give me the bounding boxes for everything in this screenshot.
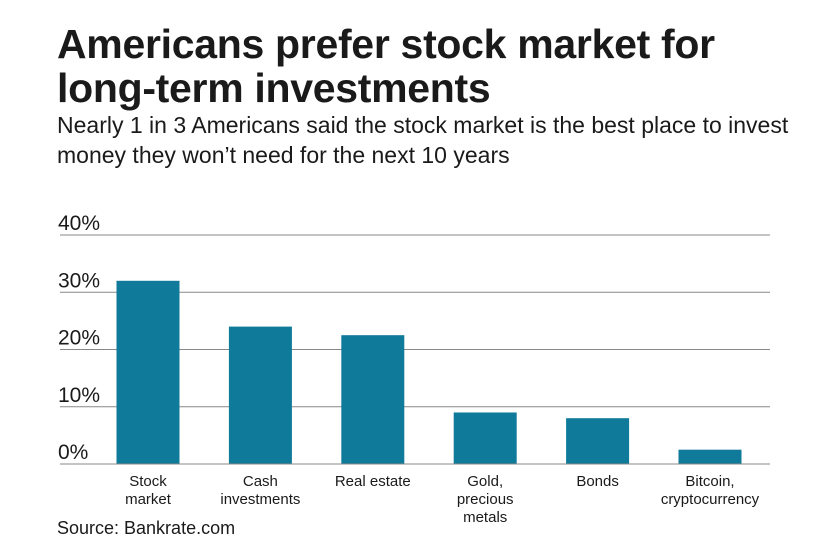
x-tick-label: Stock market bbox=[125, 473, 172, 508]
y-tick-label: 10% bbox=[58, 384, 100, 407]
source-note: Source: Bankrate.com bbox=[57, 518, 236, 538]
y-tick-label: 40% bbox=[58, 212, 100, 235]
y-tick-label: 0% bbox=[58, 441, 88, 464]
bar bbox=[228, 326, 292, 464]
x-tick-label: Real estate bbox=[335, 473, 411, 490]
bar bbox=[341, 335, 405, 464]
chart-subtitle: Nearly 1 in 3 Americans said the stock m… bbox=[57, 112, 789, 168]
bar bbox=[566, 418, 630, 464]
y-tick-label: 30% bbox=[58, 269, 100, 292]
bar bbox=[116, 280, 180, 464]
x-tick-label: Bonds bbox=[576, 473, 619, 490]
chart-title: Americans prefer stock market for long-t… bbox=[57, 21, 715, 111]
x-tick-label: Bitcoin, cryptocurrency bbox=[661, 473, 760, 508]
y-tick-label: 20% bbox=[58, 327, 100, 350]
x-tick-label: Gold, precious metals bbox=[457, 473, 514, 526]
bar bbox=[453, 412, 517, 464]
x-tick-label: Cash investments bbox=[220, 473, 300, 508]
bar bbox=[678, 449, 742, 464]
